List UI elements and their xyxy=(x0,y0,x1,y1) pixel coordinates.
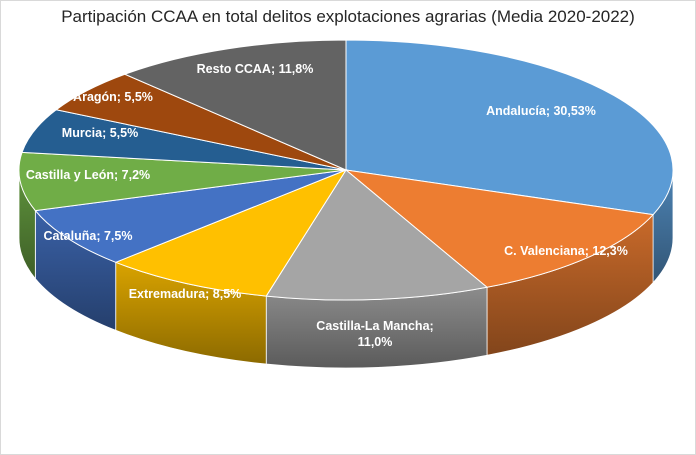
data-label: C. Valenciana; 12,3% xyxy=(504,244,628,258)
data-label: Castilla y León; 7,2% xyxy=(26,168,150,182)
data-label: Cataluña; 7,5% xyxy=(44,229,133,243)
pie-slice-castilla-la-mancha xyxy=(265,169,489,301)
pie-slice-andaluc-a xyxy=(345,39,674,216)
chart-title: Partipación CCAA en total delitos explot… xyxy=(61,7,635,26)
pie-slice-resto-ccaa xyxy=(123,39,347,171)
data-label: Resto CCAA; 11,8% xyxy=(197,62,314,76)
data-label: Andalucía; 30,53% xyxy=(486,104,596,118)
pie-slice-castilla-y-le-n xyxy=(18,151,347,212)
pie-tops xyxy=(18,39,674,301)
data-label: Extremadura; 8,5% xyxy=(129,287,242,301)
data-label: Castilla-La Mancha; 11,0% xyxy=(316,319,433,349)
pie-slice-c-valenciana xyxy=(344,169,655,288)
pie-sides xyxy=(18,169,674,369)
data-label: Aragón; 5,5% xyxy=(73,90,153,104)
pie-slice-catalu-a xyxy=(34,169,347,263)
data-label: Murcia; 5,5% xyxy=(62,126,138,140)
pie-labels: Andalucía; 30,53% C. Valenciana; 12,3% Cas… xyxy=(26,62,628,349)
pie-slice-extremadura xyxy=(114,168,348,297)
